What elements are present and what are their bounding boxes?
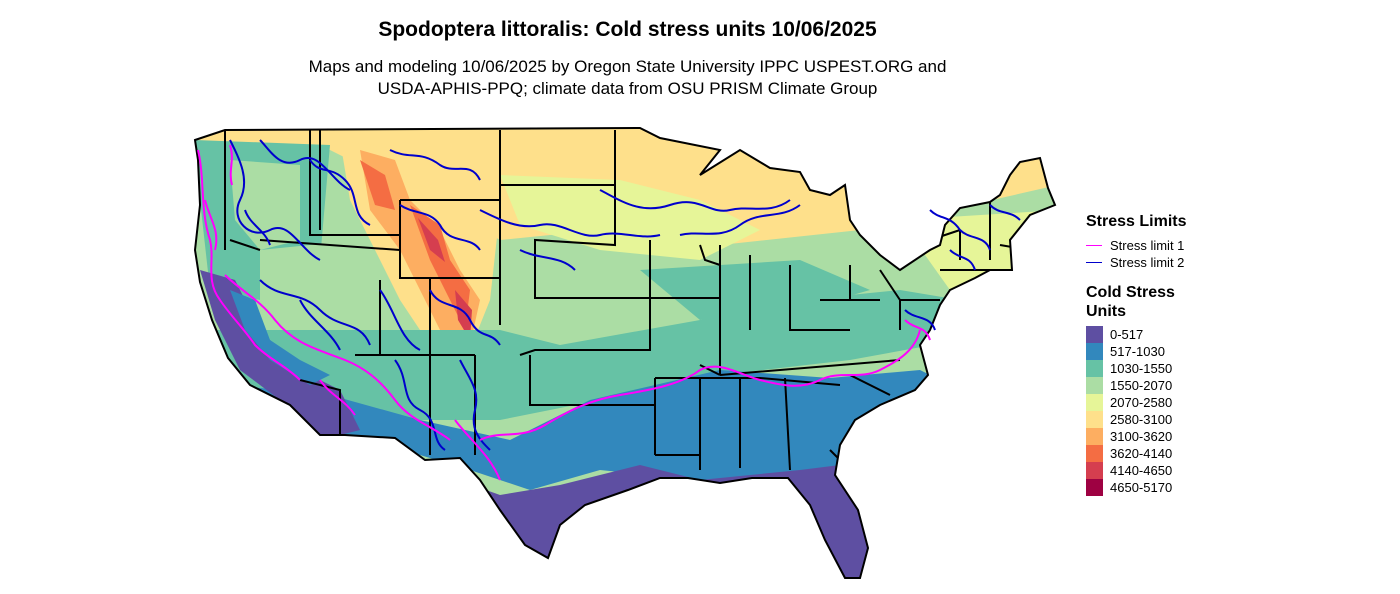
stress-limits-legend-title: Stress Limits xyxy=(1086,213,1187,230)
color-swatch xyxy=(1086,411,1103,428)
legend-class-item: 4650-5170 xyxy=(1086,479,1286,496)
color-swatch xyxy=(1086,394,1103,411)
legend-class-label: 3620-4140 xyxy=(1110,446,1173,461)
legend-class-item: 3620-4140 xyxy=(1086,445,1286,462)
map-subtitle: Maps and modeling 10/06/2025 by Oregon S… xyxy=(0,56,1255,100)
legend-class-item: 2580-3100 xyxy=(1086,411,1286,428)
magenta-line-icon xyxy=(1086,245,1102,246)
color-swatch xyxy=(1086,343,1103,360)
legend-class-item: 1550-2070 xyxy=(1086,377,1286,394)
legend-class-item: 517-1030 xyxy=(1086,343,1286,360)
state-boundaries xyxy=(193,126,1057,579)
legend-class-item: 3100-3620 xyxy=(1086,428,1286,445)
legend-class-label: 2580-3100 xyxy=(1110,412,1173,427)
stress-limit-2-contours xyxy=(229,139,1021,451)
color-swatch xyxy=(1086,326,1103,343)
map-legend: Stress Limits Stress limit 1 Stress limi… xyxy=(1086,212,1286,496)
legend-class-item: 4140-4650 xyxy=(1086,462,1286,479)
legend-class-item: 0-517 xyxy=(1086,326,1286,343)
color-swatch xyxy=(1086,445,1103,462)
legend-item-stress-limit-2: Stress limit 2 xyxy=(1086,254,1286,271)
legend-class-label: 4140-4650 xyxy=(1110,463,1173,478)
color-swatch xyxy=(1086,479,1103,496)
legend-label: Stress limit 1 xyxy=(1110,238,1185,253)
cold-stress-units-legend: 0-517 517-1030 1030-1550 1550-2070 2070-2580… xyxy=(1086,326,1286,496)
subtitle-line-1: Maps and modeling 10/06/2025 by Oregon S… xyxy=(308,57,947,76)
blue-line-icon xyxy=(1086,262,1102,263)
color-swatch xyxy=(1086,428,1103,445)
map-title: Spodoptera littoralis: Cold stress units… xyxy=(378,18,877,41)
legend-item-stress-limit-1: Stress limit 1 xyxy=(1086,237,1286,254)
legend-class-label: 4650-5170 xyxy=(1110,480,1173,495)
color-swatch xyxy=(1086,377,1103,394)
color-swatch xyxy=(1086,360,1103,377)
legend-class-item: 2070-2580 xyxy=(1086,394,1286,411)
subtitle-line-2: USDA-APHIS-PPQ; climate data from OSU PR… xyxy=(377,79,878,98)
legend-class-label: 2070-2580 xyxy=(1110,395,1173,410)
legend-class-label: 3100-3620 xyxy=(1110,429,1173,444)
legend-label: Stress limit 2 xyxy=(1110,255,1185,270)
us-cold-stress-map xyxy=(193,126,1057,579)
legend-class-label: 0-517 xyxy=(1110,327,1144,342)
color-swatch xyxy=(1086,462,1103,479)
legend-class-label: 517-1030 xyxy=(1110,344,1165,359)
stress-limits-legend: Stress limit 1 Stress limit 2 xyxy=(1086,237,1286,271)
legend-class-label: 1030-1550 xyxy=(1110,361,1173,376)
legend-class-item: 1030-1550 xyxy=(1086,360,1286,377)
stress-limit-1-contours xyxy=(197,144,931,481)
cold-stress-units-legend-title: Cold Stress Units xyxy=(1086,284,1175,320)
legend-class-label: 1550-2070 xyxy=(1110,378,1173,393)
